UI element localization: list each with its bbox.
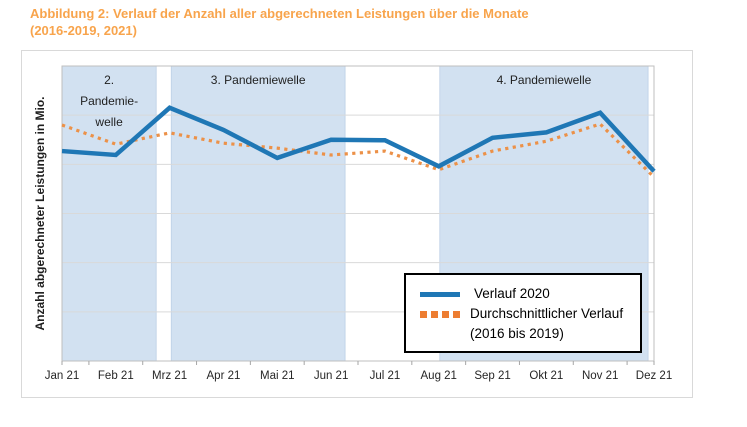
legend-swatch-dotted-line	[420, 311, 460, 318]
figure-title: Abbildung 2: Verlauf der Anzahl aller ab…	[30, 5, 730, 39]
x-axis-label: Mai 21	[260, 370, 295, 382]
x-axis-label: Mrz 21	[152, 370, 187, 382]
x-axis-label: Apr 21	[207, 370, 241, 382]
x-axis-label: Okt 21	[529, 370, 563, 382]
x-axis-label: Jul 21	[370, 370, 401, 382]
chart-container: 2. Pandemie-welle 3. Pandemiewelle 4. Pande…	[21, 50, 693, 398]
legend-label-verlauf-2020: Verlauf 2020	[474, 286, 550, 301]
series-line-verlauf-2020	[61, 105, 656, 173]
figure-title-line2: (2016-2019, 2021)	[30, 23, 137, 38]
x-axis-label: Jun 21	[314, 370, 349, 382]
figure-title-line1: Abbildung 2: Verlauf der Anzahl aller ab…	[30, 6, 529, 21]
legend-label-durchschnitt: Durchschnittlicher Verlauf (2016 bis 201…	[470, 306, 624, 341]
x-axis-label: Nov 21	[582, 370, 618, 382]
pandemic-wave-band-label: 4. Pandemiewelle	[497, 73, 592, 87]
x-axis-label: Sep 21	[474, 370, 510, 382]
legend-item-verlauf-2020: Verlauf 2020	[418, 284, 628, 304]
legend-item-durchschnitt: Durchschnittlicher Verlauf (2016 bis 201…	[418, 304, 628, 344]
legend-swatch-solid-line	[420, 292, 460, 297]
y-axis-title: Anzahl abgerechneter Leistungen in Mio.	[33, 96, 47, 330]
chart-legend: Verlauf 2020 Durchschnittlicher Verlauf …	[404, 273, 642, 353]
x-axis-label: Dez 21	[636, 370, 672, 382]
x-axis-label: Aug 21	[421, 370, 457, 382]
x-axis-label: Feb 21	[98, 370, 134, 382]
pandemic-wave-band-label: 2. Pandemie-welle	[80, 73, 138, 129]
pandemic-wave-band-label: 3. Pandemiewelle	[211, 73, 306, 87]
x-axis-label: Jan 21	[45, 370, 80, 382]
